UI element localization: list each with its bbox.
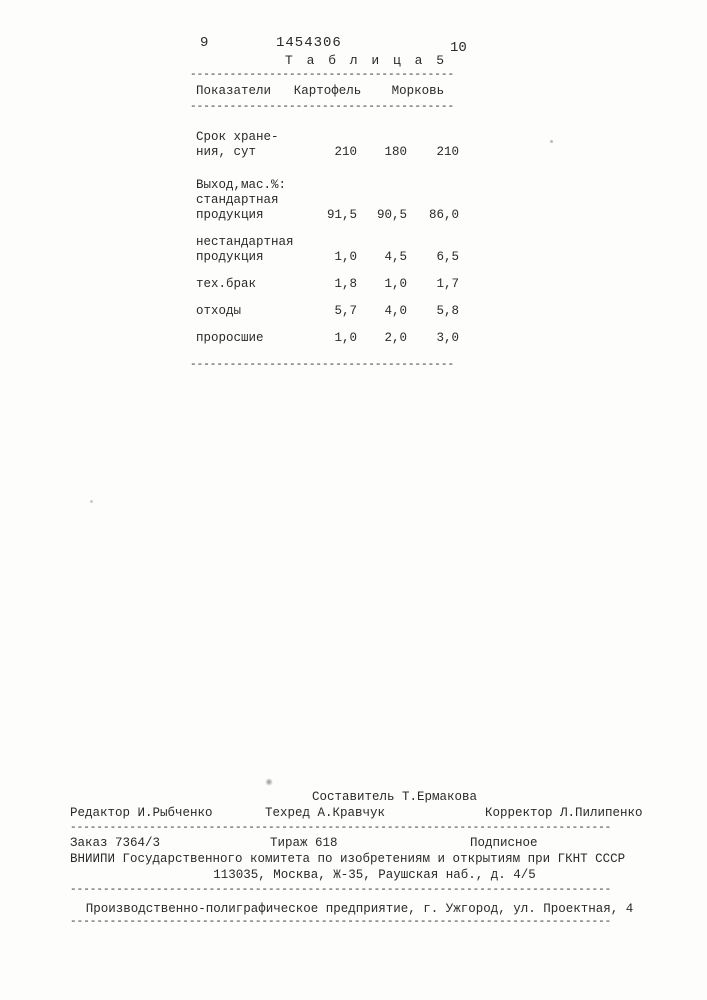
cell: 4,0 (357, 304, 407, 319)
table-row: тех.брак 1,8 1,0 1,7 (190, 273, 460, 292)
print-speck (90, 500, 93, 503)
table-header-row: Показатели Картофель Морковь (190, 80, 460, 102)
cell: 1,0 (311, 235, 357, 265)
cell: 86,0 (407, 178, 459, 223)
cell: 210 (311, 130, 357, 160)
address: 113035, Москва, Ж-35, Раушская наб., д. … (70, 866, 649, 884)
printer-line: Производственно-полиграфическое предприя… (70, 896, 649, 916)
row-label: отходы (196, 304, 311, 319)
cell: 1,0 (311, 331, 357, 346)
table-title: Т а б л и ц а 5 (285, 53, 447, 68)
col-header-potato: Картофель (294, 84, 392, 98)
order-row: Заказ 7364/3 Тираж 618 Подписное (70, 834, 649, 850)
cell: 1,8 (311, 277, 357, 292)
cell: 180 (357, 130, 407, 160)
col-header-indicators: Показатели (196, 84, 294, 98)
table-row: отходы 5,7 4,0 5,8 (190, 300, 460, 319)
cell: 4,5 (357, 235, 407, 265)
cell: 2,0 (357, 331, 407, 346)
subscription: Подписное (470, 836, 649, 850)
compiler-line: Составитель Т.Ермакова (140, 790, 649, 806)
cell: 1,0 (357, 277, 407, 292)
cell: 91,5 (311, 178, 357, 223)
table-row: Выход,мас.%: стандартная продукция 91,5 … (190, 174, 460, 223)
table-rule: ---------------------------------------- (190, 360, 460, 370)
tech-label: Техред А.Кравчук (265, 806, 485, 820)
data-table: ----------------------------------------… (190, 70, 460, 370)
row-label: проросшие (196, 331, 311, 346)
row-label: нестандартная продукция (196, 235, 311, 265)
print-speck (550, 140, 553, 143)
footer-block: Составитель Т.Ермакова Редактор И.Рыбчен… (70, 790, 649, 928)
table-rule: ---------------------------------------- (190, 102, 460, 112)
cell: 5,8 (407, 304, 459, 319)
document-number: 1454306 (276, 35, 342, 51)
cell: 5,7 (311, 304, 357, 319)
organization: ВНИИПИ Государственного комитета по изоб… (70, 850, 649, 866)
table-row: проросшие 1,0 2,0 3,0 (190, 327, 460, 346)
page-number-left: 9 (200, 35, 208, 51)
cell: 3,0 (407, 331, 459, 346)
row-label: тех.брак (196, 277, 311, 292)
tirage: Тираж 618 (270, 836, 470, 850)
cell: 90,5 (357, 178, 407, 223)
footer-rule: ----------------------------------------… (70, 916, 649, 928)
cell: 210 (407, 130, 459, 160)
page-number-right: 10 (450, 40, 467, 56)
cell: 1,7 (407, 277, 459, 292)
credits-row: Редактор И.Рыбченко Техред А.Кравчук Кор… (70, 806, 649, 822)
col-header-carrot: Морковь (392, 84, 460, 98)
row-label: Выход,мас.%: стандартная продукция (196, 178, 311, 223)
corrector-label: Корректор Л.Пилипенко (485, 806, 649, 820)
table-row: нестандартная продукция 1,0 4,5 6,5 (190, 231, 460, 265)
table-rule: ---------------------------------------- (190, 70, 460, 80)
row-label: Срок хране- ния, сут (196, 130, 311, 160)
cell: 6,5 (407, 235, 459, 265)
table-row: Срок хране- ния, сут 210 180 210 (190, 126, 460, 160)
print-smudge (265, 778, 273, 786)
footer-rule: ----------------------------------------… (70, 884, 649, 896)
order-number: Заказ 7364/3 (70, 836, 270, 850)
editor-label: Редактор И.Рыбченко (70, 806, 265, 820)
footer-rule: ----------------------------------------… (70, 822, 649, 834)
